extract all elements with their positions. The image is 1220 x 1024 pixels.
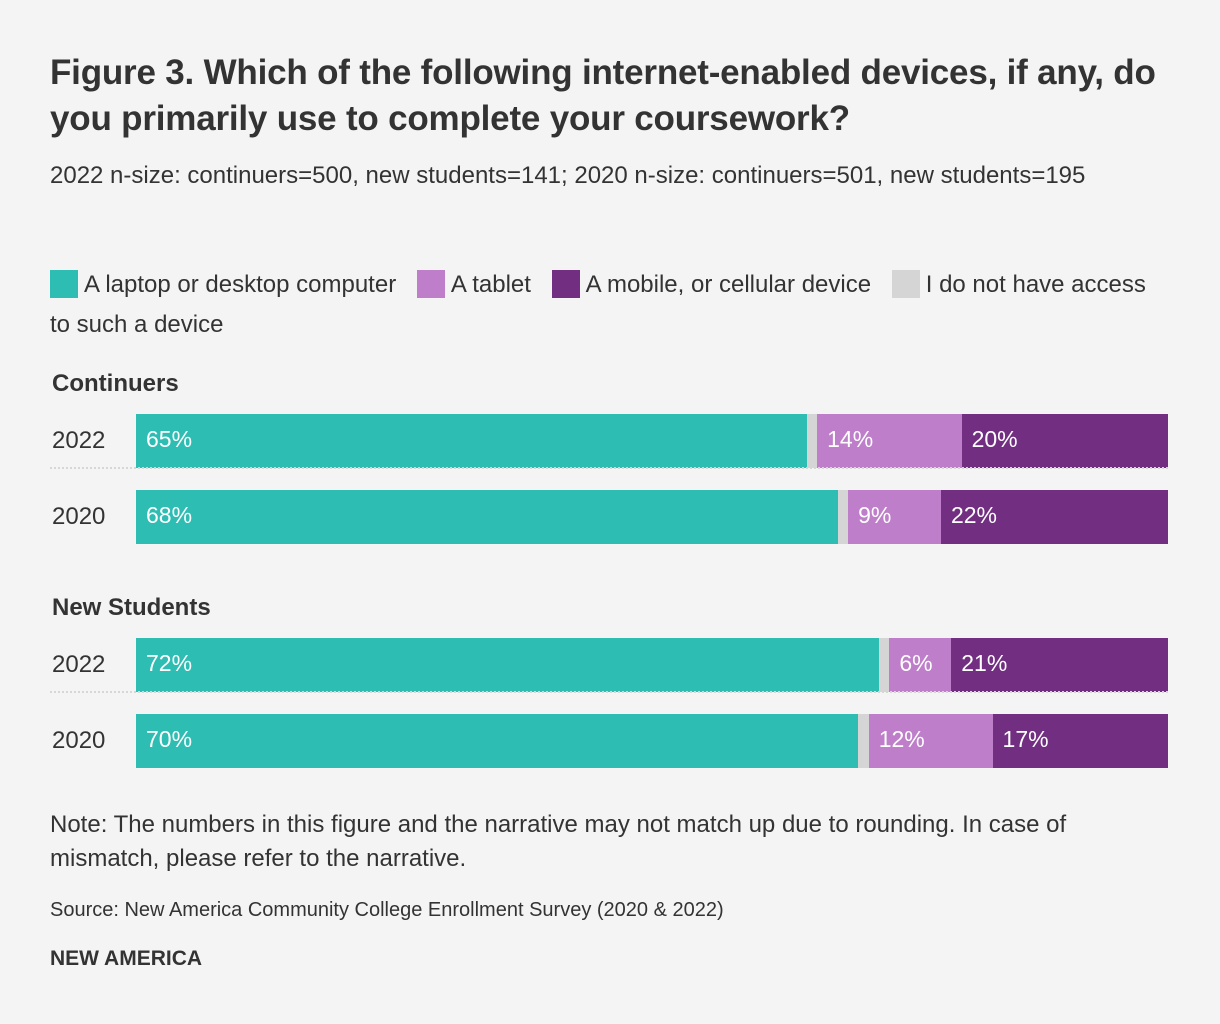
bar-segment-laptop: 72% — [136, 638, 880, 692]
legend-label-tablet: A tablet — [450, 271, 531, 298]
legend-item-laptop: A laptop or desktop computer — [50, 270, 397, 298]
data-label: 20% — [971, 426, 1018, 452]
chart-subtitle: 2022 n-size: continuers=500, new student… — [50, 162, 1086, 189]
legend-swatch-mobile — [551, 270, 580, 298]
bar-segment-mobile: 20% — [961, 414, 1168, 468]
legend-item-mobile: A mobile, or cellular device — [551, 270, 872, 298]
bar-row: 2022 65% 14% 20% — [52, 414, 1168, 468]
bar-row: 2022 72% 6% 21% — [52, 638, 1168, 692]
bar-segment-no-access — [806, 414, 818, 468]
data-label: 70% — [146, 726, 193, 752]
row-divider — [50, 691, 1168, 693]
bar-segment-no-access — [837, 490, 849, 544]
bar-segment-mobile: 21% — [951, 638, 1168, 692]
bar-segment-mobile: 17% — [992, 714, 1168, 768]
data-label: 72% — [146, 650, 193, 676]
stacked-bar: 70% 12% 17% — [136, 714, 1168, 768]
legend-swatch-laptop — [50, 270, 78, 298]
brand-logo-text: NEW AMERICA — [50, 947, 203, 970]
bar-row: 2020 70% 12% 17% — [52, 714, 1168, 768]
row-label: 2020 — [52, 503, 106, 530]
bar-segment-laptop: 65% — [136, 414, 807, 468]
stacked-bar: 68% 9% 22% — [136, 490, 1168, 544]
bar-row: 2020 68% 9% 22% — [52, 490, 1168, 544]
bar-segment-laptop: 68% — [136, 490, 838, 544]
row-divider — [50, 467, 1168, 469]
legend-label-mobile: A mobile, or cellular device — [585, 271, 872, 298]
data-label: 17% — [1002, 726, 1049, 752]
legend-label-laptop: A laptop or desktop computer — [84, 271, 397, 298]
data-label: 21% — [961, 650, 1008, 676]
chart-title: Figure 3. Which of the following interne… — [50, 53, 1156, 138]
legend: A laptop or desktop computer A tablet A … — [50, 265, 1170, 345]
data-label: 68% — [146, 502, 193, 528]
row-label: 2022 — [52, 651, 106, 678]
row-label: 2022 — [52, 427, 106, 454]
bar-segment-tablet: 14% — [817, 414, 962, 468]
data-label: 65% — [146, 426, 193, 452]
bar-segment-no-access — [879, 638, 890, 692]
legend-item-tablet: A tablet — [416, 270, 531, 298]
bar-segment-tablet: 9% — [848, 490, 941, 544]
bar-segment-tablet: 6% — [889, 638, 952, 692]
stacked-bar: 65% 14% 20% — [136, 414, 1168, 468]
row-label: 2020 — [52, 727, 106, 754]
chart-note: Note: The numbers in this figure and the… — [50, 811, 1067, 872]
stacked-bar: 72% 6% 21% — [136, 638, 1168, 692]
legend-swatch-no-access — [891, 270, 920, 298]
chart-source: Source: New America Community College En… — [50, 899, 724, 921]
data-label: 9% — [858, 502, 892, 528]
group-label: Continuers — [52, 370, 179, 397]
legend-label-no-access: I do not have access to such a device — [50, 271, 1146, 338]
data-label: 22% — [950, 502, 997, 528]
data-label: 14% — [827, 426, 874, 452]
legend-item-no-access: I do not have access to such a device — [50, 270, 1146, 338]
bar-segment-mobile: 22% — [940, 490, 1168, 544]
bar-segment-no-access — [858, 714, 869, 768]
data-label: 6% — [899, 650, 933, 676]
legend-swatch-tablet — [416, 270, 445, 298]
bar-segment-tablet: 12% — [868, 714, 993, 768]
group-label: New Students — [52, 594, 211, 621]
bar-segment-laptop: 70% — [136, 714, 859, 768]
data-label: 12% — [878, 726, 925, 752]
